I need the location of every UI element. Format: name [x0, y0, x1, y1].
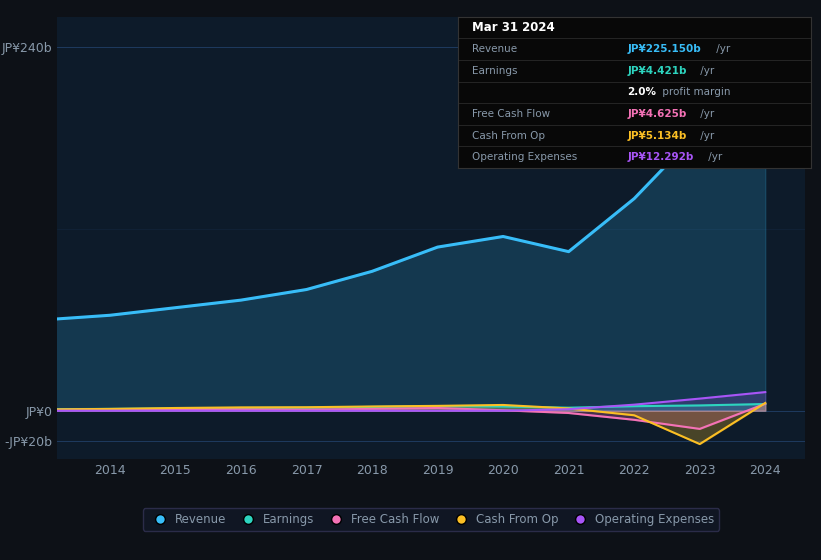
Text: Mar 31 2024: Mar 31 2024	[472, 21, 555, 34]
Text: Revenue: Revenue	[472, 44, 517, 54]
Text: JP¥225.150b: JP¥225.150b	[627, 44, 701, 54]
Legend: Revenue, Earnings, Free Cash Flow, Cash From Op, Operating Expenses: Revenue, Earnings, Free Cash Flow, Cash …	[143, 508, 719, 531]
Text: JP¥12.292b: JP¥12.292b	[627, 152, 694, 162]
Text: Cash From Op: Cash From Op	[472, 130, 545, 141]
Text: JP¥4.421b: JP¥4.421b	[627, 66, 687, 76]
Text: Free Cash Flow: Free Cash Flow	[472, 109, 550, 119]
Text: /yr: /yr	[698, 66, 715, 76]
Text: JP¥5.134b: JP¥5.134b	[627, 130, 687, 141]
Text: /yr: /yr	[705, 152, 722, 162]
Text: profit margin: profit margin	[658, 87, 730, 97]
Text: Earnings: Earnings	[472, 66, 518, 76]
Text: 2.0%: 2.0%	[627, 87, 657, 97]
Text: /yr: /yr	[698, 109, 715, 119]
Text: /yr: /yr	[698, 130, 715, 141]
Text: JP¥4.625b: JP¥4.625b	[627, 109, 687, 119]
Text: Operating Expenses: Operating Expenses	[472, 152, 577, 162]
Text: /yr: /yr	[713, 44, 730, 54]
